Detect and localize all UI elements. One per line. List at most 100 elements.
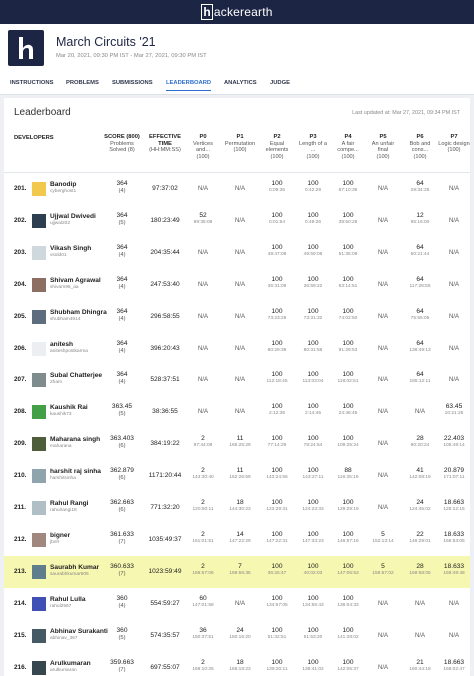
problem-score: 100 0:01:54: [259, 212, 295, 226]
problem-score: 2 161:01:51: [185, 531, 221, 545]
problem-points: 100: [342, 658, 354, 666]
developer-handle: saurabhkumar605: [50, 571, 89, 577]
developer-name[interactable]: Shivam Agrawal: [50, 276, 101, 284]
problem-points: 5: [381, 562, 385, 570]
developer-name[interactable]: Rahul Lulla: [50, 595, 86, 603]
problem-score: 100 147:33:23: [295, 531, 331, 545]
score: 364 (4): [102, 340, 142, 354]
tabs-bar: [0, 74, 474, 95]
problem-points: 52: [199, 211, 207, 219]
problem-score: 11 165:25:29: [222, 435, 258, 449]
rank: 209.: [14, 440, 27, 448]
leaderboard-row: 210. harshit raj sinha harshitsinha 362.879…: [4, 460, 472, 494]
problem-points: 100: [271, 530, 283, 538]
column-subtitle: Length of a ...: [299, 140, 327, 154]
problem-score: 100 134:57:05: [259, 595, 295, 609]
problem-points: 100: [307, 339, 319, 347]
problem-points: 100: [307, 530, 319, 538]
tab[interactable]: INSTRUCTIONS: [10, 80, 54, 86]
developer-name[interactable]: Subal Chatterjee: [50, 372, 103, 380]
developer-name[interactable]: Abhinav Surakanti: [50, 627, 108, 635]
problem-points: 100: [271, 307, 283, 315]
avatar: [32, 341, 46, 356]
score-value: 362.663: [110, 499, 134, 506]
score: 364 (4): [102, 371, 142, 385]
contest-header: March Circuits '21 Mar 20, 2021, 09:30 P…: [0, 24, 474, 74]
developer-name[interactable]: harshit raj sinha: [50, 468, 101, 476]
problem-na: N/A: [234, 377, 245, 384]
tab[interactable]: SUBMISSIONS: [112, 80, 153, 86]
developer-name[interactable]: Ujjwal Dwivedi: [50, 212, 96, 220]
column-label: P5: [379, 134, 387, 140]
column-subtitle: Permutation: [224, 140, 256, 147]
leaderboard-row: 203. Vikash Singh vsold01 364 (4) 204:35:44 N/…: [4, 236, 470, 270]
problem-score: 100 109:25:24: [330, 435, 366, 449]
problem-points: 100: [342, 435, 354, 443]
rank: 207.: [14, 376, 27, 384]
problem-points: 60: [199, 594, 207, 602]
avatar: [32, 564, 46, 579]
problem-time: 0:42:29: [304, 188, 321, 193]
developer-name[interactable]: Arulkumaran: [50, 659, 91, 667]
column-subtitle: Problems Solved (8): [109, 140, 135, 154]
score: 364 (4): [102, 244, 142, 258]
problem-points: 21: [416, 658, 424, 666]
problem-points: 12: [416, 211, 424, 219]
problem-na: N/A: [377, 217, 388, 224]
problem-score: 100 51:32:51: [259, 627, 295, 641]
problem-score: 100 147:06:53: [330, 563, 366, 577]
developer-name[interactable]: anitesh: [50, 340, 74, 348]
problem-time: 99:35:09: [193, 219, 213, 225]
problem-score: 100 2:12:36: [259, 403, 295, 417]
developer-name[interactable]: Shubham Dhingra: [50, 308, 107, 316]
developer-name[interactable]: Vikash Singh: [50, 244, 92, 252]
developer-name[interactable]: Rahul Rangi: [50, 500, 89, 507]
problem-score: 100 124:23:33: [295, 499, 331, 513]
problem-time: 146:29:01: [409, 538, 431, 544]
problem-score: 22.403 105:49:14: [436, 435, 472, 449]
logo[interactable]: hackerearth: [203, 5, 273, 19]
problem-points: 28: [416, 435, 424, 443]
problem-points: 100: [342, 243, 354, 251]
developer-handle: maharana: [50, 444, 72, 450]
problems-solved: (4): [118, 315, 126, 322]
rank: 212.: [14, 535, 27, 543]
problem-points: 20.879: [443, 467, 465, 475]
effective-time: 97:37:02: [152, 185, 178, 192]
problem-points: 100: [271, 499, 283, 506]
column-max: (100): [270, 153, 284, 160]
problem-points: 2: [201, 562, 205, 570]
problem-time: 171:07:11: [443, 475, 465, 481]
developer-name[interactable]: Banodip: [50, 181, 77, 188]
tab[interactable]: JUDGE: [270, 80, 290, 86]
developer-name[interactable]: Kaushik Rai: [50, 404, 88, 412]
tab[interactable]: LEADERBOARD: [166, 80, 212, 91]
leaderboard-row: 214. Rahul Lulla rahul2567 360 (4) 554:59:27 6…: [4, 587, 470, 621]
problem-na: N/A: [377, 664, 388, 671]
problem-time: 136:04:33: [337, 602, 359, 608]
problem-points: 100: [342, 403, 354, 411]
problem-time: 105:49:14: [443, 443, 465, 449]
problem-points: 22: [416, 530, 424, 538]
problem-score: 2 97:44:08: [185, 435, 221, 449]
problem-points: 100: [307, 243, 319, 251]
avatar: [32, 245, 46, 260]
tab[interactable]: ANALYTICS: [224, 80, 257, 86]
problem-score: 100 36:26:47: [259, 563, 295, 577]
column-subtitle: Vertices and...: [193, 140, 213, 154]
developer-name[interactable]: Saurabh Kumar: [50, 563, 100, 571]
problem-time: 112:18:45: [266, 379, 288, 385]
score-value: 363.403: [110, 435, 134, 443]
problem-score: 2 120:50:11: [185, 499, 221, 513]
score: 361.633 (7): [102, 531, 142, 545]
problem-points: 100: [342, 339, 354, 347]
tab[interactable]: PROBLEMS: [66, 80, 99, 86]
problem-score: 20.879 171:07:11: [436, 467, 472, 481]
column-header: SCORE (800) Problems Solved (8): [102, 134, 142, 154]
problem-score: 100 0:42:29: [295, 180, 331, 194]
developer-name[interactable]: bigner: [50, 531, 71, 539]
problem-time: 29:34:25: [410, 188, 430, 193]
developer-name[interactable]: Maharana singh: [50, 436, 101, 444]
developer-handle: 2ham: [50, 380, 62, 386]
problem-time: 0:09:36: [268, 188, 285, 193]
